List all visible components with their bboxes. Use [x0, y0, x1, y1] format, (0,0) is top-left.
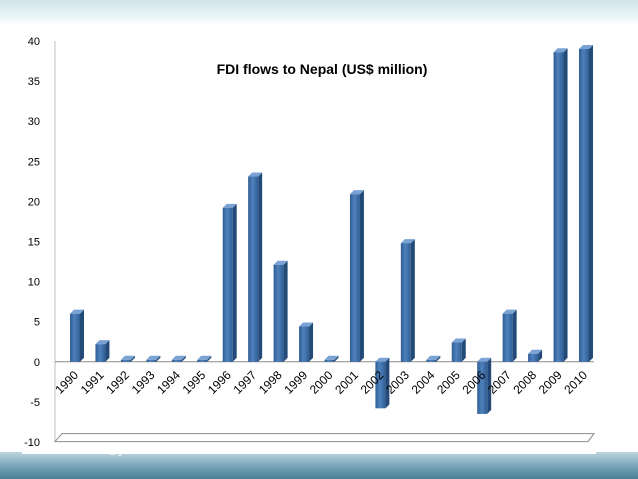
bar	[553, 48, 568, 362]
slide-background-bottom	[0, 452, 638, 479]
y-tick-label: 5	[34, 317, 40, 329]
bar	[70, 309, 84, 362]
bar	[451, 338, 466, 362]
y-tick-label: 10	[28, 277, 40, 289]
x-tick-label: 1991	[78, 368, 107, 397]
bar	[95, 340, 110, 362]
x-tick-label: 1990	[52, 368, 81, 397]
bar	[146, 355, 161, 362]
y-tick-label: 35	[28, 76, 40, 88]
bar	[349, 190, 364, 362]
x-tick-label: 1996	[205, 368, 234, 397]
bar	[528, 349, 543, 362]
bar	[426, 355, 441, 362]
y-tick-label: 40	[28, 36, 40, 48]
chart-area: 40 35 30 25 20 15 10 5 0 -5 -10 1990 1991 1992 1993 19…	[22, 28, 596, 454]
x-tick-label: 1992	[103, 368, 132, 397]
x-tick-label: 2005	[434, 368, 463, 397]
bar	[400, 239, 415, 362]
y-tick-label: 20	[28, 196, 40, 208]
x-tick-label: 2001	[332, 368, 361, 397]
x-tick-label: 2010	[561, 368, 590, 397]
bar	[248, 172, 263, 362]
x-tick-label: 1997	[230, 368, 259, 397]
x-tick-label: 1998	[256, 368, 285, 397]
x-tick-label: 2009	[536, 368, 565, 397]
bar	[197, 355, 212, 362]
footer-credit: kanchan.kandel595@gmail.com	[30, 446, 159, 456]
x-tick-label: 1993	[129, 368, 158, 397]
bar	[477, 357, 492, 414]
x-tick-labels: 1990199119921993199419951996199719981999…	[52, 368, 590, 397]
bar	[120, 355, 135, 362]
y-tick-label: 0	[34, 357, 40, 369]
chart-title: FDI flows to Nepal (US$ million)	[217, 61, 428, 77]
x-tick-label: 2004	[409, 368, 438, 397]
slide-background-top	[0, 0, 638, 26]
y-tick-label: -10	[24, 437, 40, 449]
x-tick-label: 2000	[307, 368, 336, 397]
y-tick-label: 25	[28, 156, 40, 168]
x-tick-label: 1994	[154, 368, 183, 397]
x-tick-label: 1999	[281, 368, 310, 397]
bar	[579, 45, 593, 362]
y-tick-labels: 40 35 30 25 20 15 10 5 0 -5 -10	[24, 36, 40, 449]
y-tick-label: -5	[30, 397, 40, 409]
y-tick-label: 30	[28, 116, 40, 128]
bar	[375, 357, 390, 409]
y-tick-label: 15	[28, 237, 40, 249]
bar	[502, 309, 517, 362]
bar	[299, 322, 314, 362]
chart-floor	[53, 433, 595, 443]
bar	[222, 203, 237, 362]
x-tick-label: 2008	[510, 368, 539, 397]
bars	[70, 45, 593, 414]
x-tick-label: 1995	[180, 368, 209, 397]
bar	[171, 355, 186, 362]
bar	[324, 355, 339, 362]
bar	[273, 260, 288, 362]
